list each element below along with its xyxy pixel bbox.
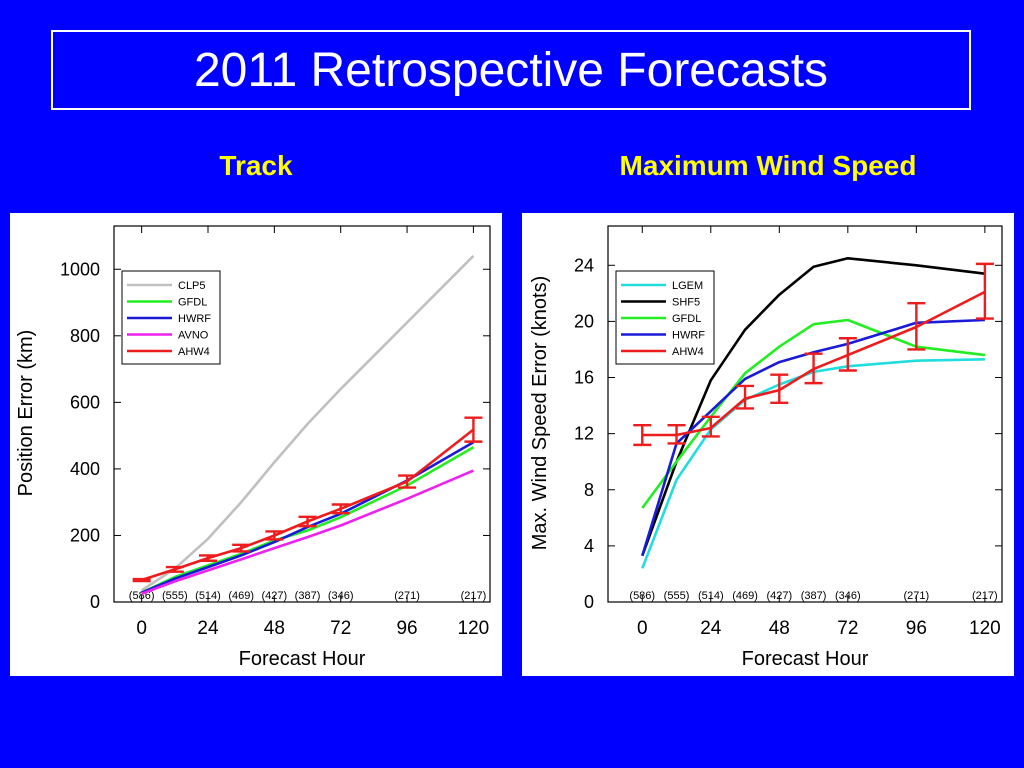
sample-count-label: (586) <box>629 590 655 602</box>
error-bar-ahw4 <box>298 515 317 528</box>
y-axis-label: Max. Wind Speed Error (knots) <box>529 276 551 551</box>
error-bar-ahw4 <box>907 301 926 351</box>
legend-label-ahw4: AHW4 <box>178 346 210 358</box>
error-bar-ahw4 <box>398 474 417 489</box>
error-bar-ahw4 <box>701 415 720 438</box>
legend-label-hwrf: HWRF <box>178 313 211 325</box>
error-bar-ahw4 <box>132 577 151 583</box>
legend-label-shf5: SHF5 <box>672 297 700 309</box>
error-bar-ahw4 <box>736 384 755 410</box>
page-title: 2011 Retrospective Forecasts <box>193 43 829 97</box>
sample-count-label: (469) <box>228 590 254 602</box>
wind-chart-panel: 0 24 48 72 96 120 0 4 8 12 16 20 24 Forecast Hour Max.… <box>522 213 1014 676</box>
sample-count-label: (271) <box>904 590 930 602</box>
sample-count-label: (469) <box>732 590 758 602</box>
x-tick-label: 120 <box>458 618 490 639</box>
sample-count-label: (427) <box>262 590 288 602</box>
y-tick-label: 1000 <box>60 259 100 279</box>
error-bar-ahw4 <box>667 424 686 445</box>
y-tick-label: 600 <box>70 392 100 412</box>
x-tick-label: 0 <box>637 618 648 639</box>
x-axis-label: Forecast Hour <box>239 648 366 670</box>
sample-count-label: (217) <box>972 590 998 602</box>
legend-label-avno: AVNO <box>178 330 209 342</box>
x-tick-label: 72 <box>837 618 858 639</box>
error-bar-ahw4 <box>975 262 994 320</box>
x-axis-label: Forecast Hour <box>742 648 869 670</box>
y-tick-label: 0 <box>584 592 594 612</box>
legend-label-clp5: CLP5 <box>178 280 206 292</box>
error-bar-ahw4 <box>331 503 350 515</box>
y-tick-label: 24 <box>574 255 594 275</box>
y-tick-label: 12 <box>574 424 594 444</box>
series-line-avno <box>141 469 474 595</box>
error-bar-ahw4 <box>232 543 251 553</box>
series-line-gfdl <box>641 318 986 509</box>
sample-count-label: (346) <box>328 590 354 602</box>
track-chart-panel: 0 24 48 72 96 120 0 200 400 600 800 1000 Forecast Ho… <box>10 213 502 676</box>
series-line-shf5 <box>641 256 986 557</box>
wind-chart-subtitle: Maximum Wind Speed <box>619 150 917 181</box>
sample-count-label: (427) <box>766 590 792 602</box>
legend-label-hwrf: HWRF <box>672 330 705 342</box>
error-bar-ahw4 <box>770 373 789 404</box>
legend-label-gfdl: GFDL <box>178 297 207 309</box>
x-tick-label: 72 <box>330 618 351 639</box>
sample-count-label: (514) <box>698 590 724 602</box>
y-tick-label: 400 <box>70 459 100 479</box>
x-tick-label: 24 <box>700 618 722 639</box>
track-chart: 0 24 48 72 96 120 0 200 400 600 800 1000 Forecast Ho… <box>15 225 491 670</box>
legend-label-ahw4: AHW4 <box>672 346 704 358</box>
sample-count-label: (555) <box>664 590 690 602</box>
sample-count-label: (586) <box>129 590 155 602</box>
x-tick-label: 0 <box>136 618 147 639</box>
x-tick-label: 24 <box>197 618 219 639</box>
y-axis-label: Position Error (km) <box>15 330 37 497</box>
x-tick-label: 96 <box>906 618 927 639</box>
y-tick-label: 0 <box>90 592 100 612</box>
y-tick-label: 4 <box>584 536 594 556</box>
error-bar-ahw4 <box>199 554 217 562</box>
sample-count-label: (555) <box>162 590 188 602</box>
title-box: 2011 Retrospective Forecasts <box>51 30 971 110</box>
x-tick-label: 120 <box>969 618 1001 639</box>
x-tick-label: 48 <box>264 618 285 639</box>
x-tick-label: 48 <box>769 618 790 639</box>
y-tick-label: 8 <box>584 480 594 500</box>
sample-count-label: (217) <box>461 590 487 602</box>
y-tick-label: 200 <box>70 525 100 545</box>
error-bar-ahw4 <box>838 337 857 372</box>
error-bar-ahw4 <box>165 565 184 573</box>
legend-label-gfdl: GFDL <box>672 313 701 325</box>
x-tick-label: 96 <box>396 618 417 639</box>
error-bar-ahw4 <box>633 424 652 447</box>
error-bar-ahw4 <box>804 352 823 385</box>
y-tick-label: 16 <box>574 368 594 388</box>
sample-count-label: (271) <box>394 590 420 602</box>
y-tick-label: 20 <box>574 311 594 331</box>
series-line-clp5 <box>140 254 475 592</box>
error-bar-ahw4 <box>265 530 284 541</box>
track-chart-subtitle: Track <box>219 150 293 181</box>
sample-count-label: (514) <box>195 590 221 602</box>
legend-label-lgem: LGEM <box>672 280 703 292</box>
sample-count-label: (346) <box>835 590 861 602</box>
sample-count-label: (387) <box>801 590 827 602</box>
sample-count-label: (387) <box>295 590 321 602</box>
error-bar-ahw4 <box>464 416 483 443</box>
y-tick-label: 800 <box>70 326 100 346</box>
